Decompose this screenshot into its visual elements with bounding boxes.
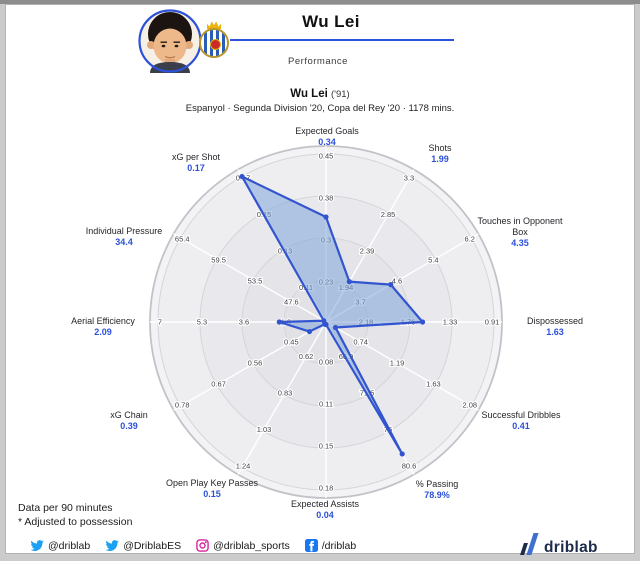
ring-label: 1.33 [443, 318, 458, 327]
ring-label: 0.11 [319, 400, 333, 409]
driblab-logo-icon [520, 533, 539, 555]
social-handle: @driblab_sports [213, 539, 290, 552]
ring-label: 1.63 [426, 380, 441, 389]
ring-label: 2.85 [381, 210, 396, 219]
ring-label: 1.19 [390, 359, 405, 368]
player-photo-image [138, 9, 202, 73]
twitter-icon [30, 539, 44, 551]
facebook-icon [304, 539, 318, 552]
ring-label: 5.4 [428, 256, 438, 265]
ring-label: 2.08 [462, 401, 477, 410]
ring-label: 6.2 [465, 235, 475, 244]
instagram-icon [196, 539, 209, 552]
ring-label: 47.6 [284, 298, 299, 307]
ring-label: 0.91 [485, 318, 500, 327]
ring-label: 1.03 [257, 425, 272, 434]
social-link--driblab[interactable]: /driblab [304, 539, 357, 552]
ring-label: 7 [158, 318, 162, 327]
ring-label: 0.38 [319, 194, 334, 203]
driblab-wordmark: driblab [544, 539, 598, 556]
espanyol-crest-icon [198, 21, 230, 61]
ring-label: 5.3 [197, 318, 207, 327]
ring-label: 4.6 [392, 277, 402, 286]
ring-label: 0.74 [353, 338, 368, 347]
ring-label: 0.56 [248, 359, 263, 368]
header-divider [230, 39, 454, 41]
ring-label: 80.6 [402, 461, 417, 470]
social-link--driblab[interactable]: @driblab [30, 540, 90, 552]
crest-shield [199, 28, 229, 58]
player-photo [138, 9, 202, 73]
ring-label: 0.83 [278, 389, 293, 398]
player-context: Espanyol · Segunda Division '20, Copa de… [185, 103, 455, 114]
social-row: @driblab @DriblabES @driblab_sports/dribla… [30, 539, 356, 552]
ring-label: 0.45 [319, 152, 334, 161]
ring-label: 0.18 [319, 484, 334, 493]
ring-label: 59.5 [211, 256, 226, 265]
ring-label: 0.15 [319, 442, 334, 451]
ring-label: 3.6 [239, 318, 249, 327]
player-name: Wu Lei [290, 88, 328, 100]
ring-label: 2.39 [360, 246, 375, 255]
player-birth-year: ('91) [330, 89, 350, 100]
page-title: Wu Lei [302, 12, 360, 31]
ring-label: 53.5 [248, 277, 263, 286]
footnote-per90: Data per 90 minutes [18, 502, 113, 514]
header-subtitle: Performance [288, 56, 348, 67]
twitter-icon [105, 539, 119, 551]
social-handle: @DriblabES [123, 539, 182, 552]
ring-label: 0.08 [319, 358, 334, 367]
social-handle: /driblab [321, 539, 357, 552]
social-link--driblabes[interactable]: @DriblabES [105, 540, 181, 552]
ring-label: 0.62 [299, 352, 314, 361]
ring-label: 0.45 [284, 338, 299, 347]
driblab-logo[interactable]: driblab [520, 533, 598, 556]
ring-label: 65.4 [175, 235, 190, 244]
window-top-edge [0, 0, 640, 4]
ring-label: 3.3 [404, 174, 414, 183]
ring-label: 0.67 [211, 380, 226, 389]
ring-label: 0.78 [175, 401, 190, 410]
footnote-possession: * Adjusted to possession [18, 516, 133, 528]
social-link--driblab-sports[interactable]: @driblab_sports [196, 539, 290, 552]
player-name-line: Wu Lei ('91) [290, 88, 349, 100]
ring-label: 1.24 [236, 461, 251, 470]
social-handle: @driblab [48, 539, 91, 552]
